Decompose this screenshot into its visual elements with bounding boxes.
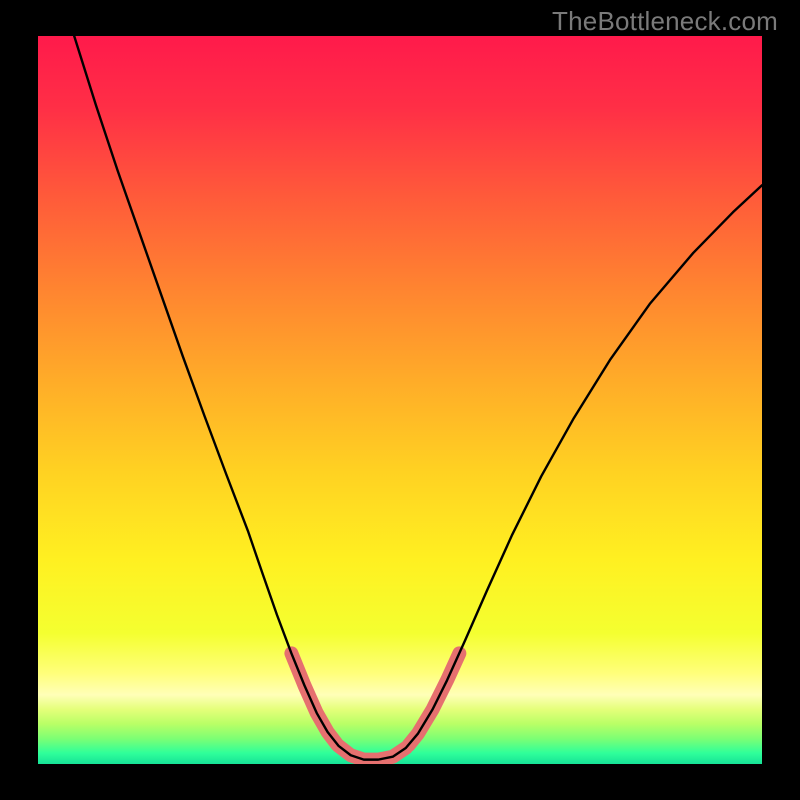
plot-area xyxy=(38,36,762,764)
chart-svg xyxy=(38,36,762,764)
watermark-text: TheBottleneck.com xyxy=(552,6,778,37)
gradient-background xyxy=(38,36,762,764)
chart-frame xyxy=(38,36,762,764)
